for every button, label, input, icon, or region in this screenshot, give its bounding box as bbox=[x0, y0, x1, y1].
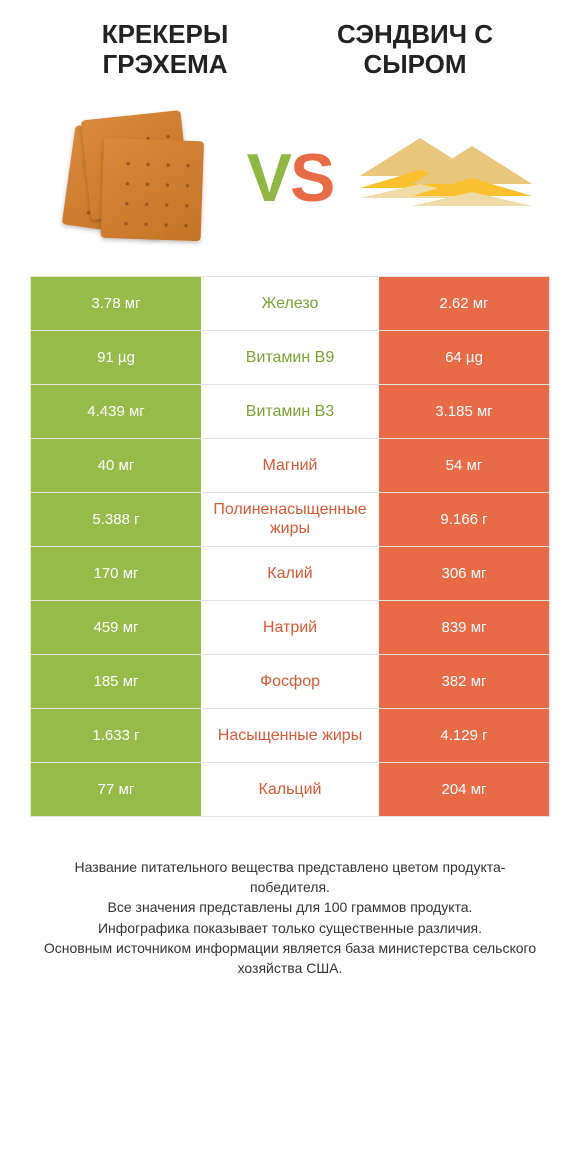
nutrient-name: Витамин B3 bbox=[201, 385, 379, 438]
left-value: 459 мг bbox=[31, 601, 201, 654]
left-value: 40 мг bbox=[31, 439, 201, 492]
left-value: 91 µg bbox=[31, 331, 201, 384]
table-row: 40 мгМагний54 мг bbox=[31, 439, 549, 493]
right-value: 54 мг bbox=[379, 439, 549, 492]
nutrient-table: 3.78 мгЖелезо2.62 мг91 µgВитамин B964 µg… bbox=[30, 276, 550, 817]
nutrient-name: Калий bbox=[201, 547, 379, 600]
table-row: 4.439 мгВитамин B33.185 мг bbox=[31, 385, 549, 439]
nutrient-name: Насыщенные жиры bbox=[201, 709, 379, 762]
right-value: 382 мг bbox=[379, 655, 549, 708]
vs-v: V bbox=[247, 139, 290, 217]
left-value: 5.388 г bbox=[31, 493, 201, 546]
nutrient-name: Полиненасыщенные жиры bbox=[201, 493, 379, 546]
left-value: 3.78 мг bbox=[31, 277, 201, 330]
footer-line: Все значения представлены для 100 граммо… bbox=[40, 897, 540, 917]
table-row: 91 µgВитамин B964 µg bbox=[31, 331, 549, 385]
left-value: 185 мг bbox=[31, 655, 201, 708]
table-row: 1.633 гНасыщенные жиры4.129 г bbox=[31, 709, 549, 763]
right-value: 64 µg bbox=[379, 331, 549, 384]
nutrient-name: Фосфор bbox=[201, 655, 379, 708]
table-row: 459 мгНатрий839 мг bbox=[31, 601, 549, 655]
left-value: 77 мг bbox=[31, 763, 201, 816]
vs-label: VS bbox=[247, 139, 334, 217]
right-value: 204 мг bbox=[379, 763, 549, 816]
right-value: 3.185 мг bbox=[379, 385, 549, 438]
title-right: СЭНДВИЧ С СЫРОМ bbox=[290, 20, 540, 80]
footer-notes: Название питательного вещества представл… bbox=[30, 817, 550, 979]
footer-line: Основным источником информации является … bbox=[40, 938, 540, 979]
table-row: 185 мгФосфор382 мг bbox=[31, 655, 549, 709]
vs-s: S bbox=[290, 139, 333, 217]
footer-line: Инфографика показывает только существенн… bbox=[40, 918, 540, 938]
left-value: 170 мг bbox=[31, 547, 201, 600]
left-value: 4.439 мг bbox=[31, 385, 201, 438]
sandwich-image bbox=[357, 108, 537, 248]
table-row: 170 мгКалий306 мг bbox=[31, 547, 549, 601]
nutrient-name: Натрий bbox=[201, 601, 379, 654]
right-value: 9.166 г bbox=[379, 493, 549, 546]
nutrient-name: Кальций bbox=[201, 763, 379, 816]
table-row: 77 мгКальций204 мг bbox=[31, 763, 549, 817]
hero-row: VS bbox=[0, 90, 580, 276]
nutrient-name: Магний bbox=[201, 439, 379, 492]
right-value: 839 мг bbox=[379, 601, 549, 654]
table-row: 3.78 мгЖелезо2.62 мг bbox=[31, 277, 549, 331]
titles-row: КРЕКЕРЫ ГРЭХЕМА СЭНДВИЧ С СЫРОМ bbox=[0, 0, 580, 90]
nutrient-name: Витамин B9 bbox=[201, 331, 379, 384]
right-value: 2.62 мг bbox=[379, 277, 549, 330]
title-left: КРЕКЕРЫ ГРЭХЕМА bbox=[40, 20, 290, 80]
right-value: 306 мг bbox=[379, 547, 549, 600]
crackers-image bbox=[43, 108, 223, 248]
footer-line: Название питательного вещества представл… bbox=[40, 857, 540, 898]
left-value: 1.633 г bbox=[31, 709, 201, 762]
nutrient-name: Железо bbox=[201, 277, 379, 330]
right-value: 4.129 г bbox=[379, 709, 549, 762]
table-row: 5.388 гПолиненасыщенные жиры9.166 г bbox=[31, 493, 549, 547]
